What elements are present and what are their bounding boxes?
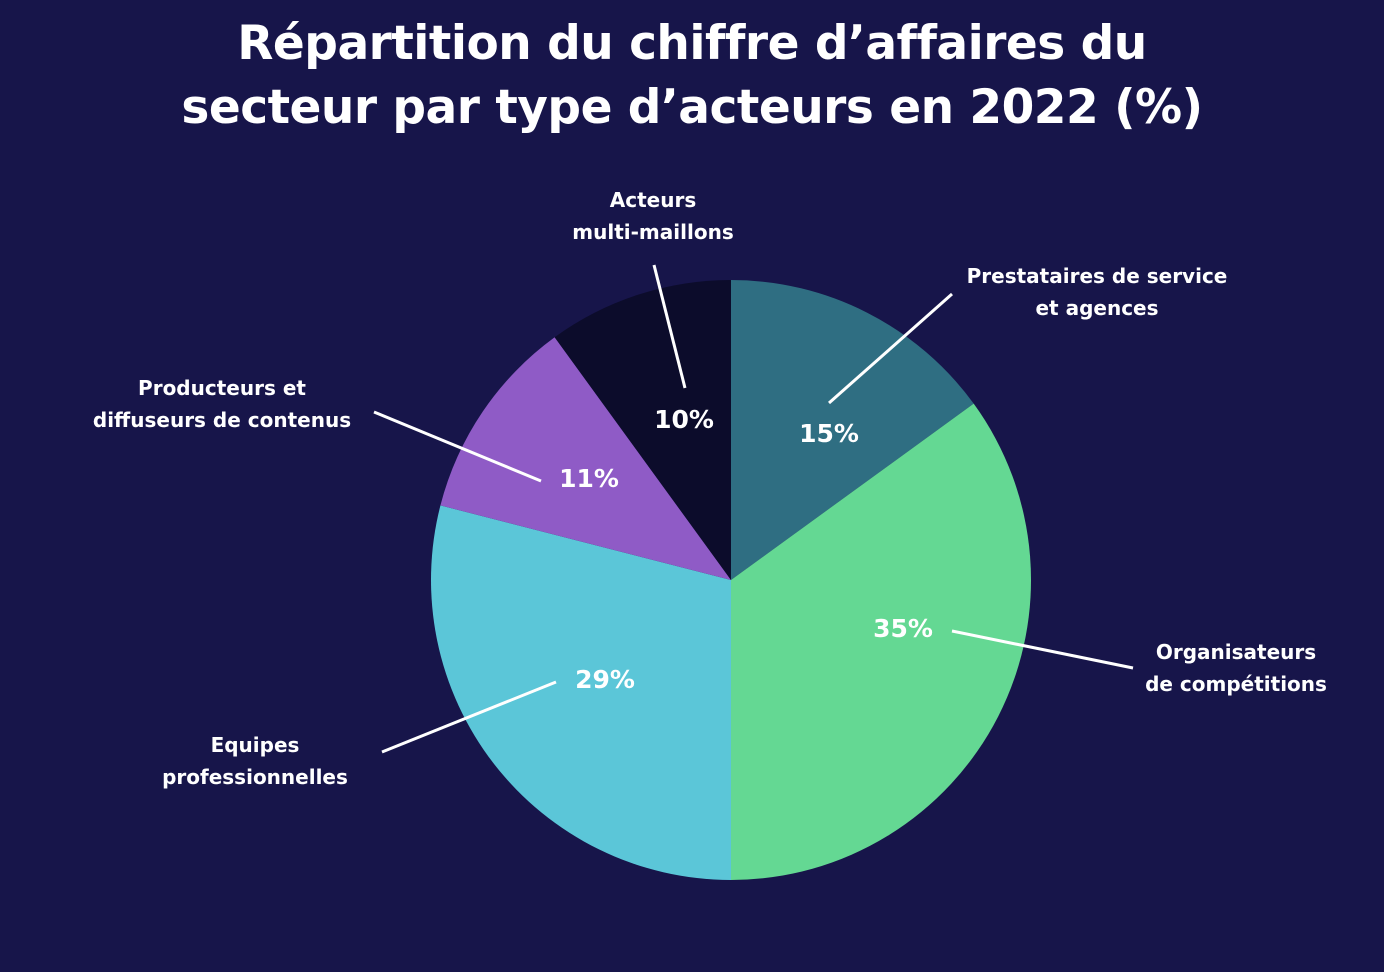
category-label-line: diffuseurs de contenus (93, 408, 351, 432)
leader-line-multi-maillons (652, 264, 687, 389)
category-label-line: de compétitions (1145, 672, 1327, 696)
category-label-organisateurs: Organisateurs de compétitions (1145, 640, 1327, 696)
chart-title: Répartition du chiffre d’affaires du sec… (0, 12, 1384, 140)
category-labels: Prestataires de service et agences Organis… (93, 188, 1327, 789)
leader-line-prestataires (828, 292, 953, 405)
category-label-line: Equipes (211, 733, 300, 757)
category-label-line: multi-maillons (572, 220, 733, 244)
leader-line-organisateurs (951, 629, 1134, 670)
category-label-prestataires: Prestataires de service et agences (967, 264, 1228, 320)
pie-slice-multi-maillons (554, 280, 731, 580)
category-label-line: Prestataires de service (967, 264, 1228, 288)
chart-title-line-1: Répartition du chiffre d’affaires du (237, 16, 1147, 71)
pie-slice-producteurs (440, 337, 731, 580)
leader-line-producteurs (373, 410, 542, 483)
pie-slice-organisateurs (731, 403, 1032, 880)
category-label-producteurs: Producteurs et diffuseurs de contenus (93, 376, 351, 432)
percent-label-producteurs: 11% (559, 464, 619, 493)
category-label-multi-maillons: Acteurs multi-maillons (572, 188, 733, 244)
percent-label-equipes: 29% (575, 665, 635, 694)
category-label-line: Acteurs (610, 188, 696, 212)
percent-label-prestataires: 15% (799, 419, 859, 448)
category-label-line: et agences (1035, 296, 1158, 320)
leader-lines (373, 264, 1134, 754)
percent-label-multi-maillons: 10% (654, 405, 714, 434)
pie-slice-equipes (431, 505, 731, 880)
category-label-line: Organisateurs (1156, 640, 1316, 664)
category-label-line: professionnelles (162, 765, 348, 789)
chart-title-line-2: secteur par type d’acteurs en 2022 (%) (181, 80, 1203, 135)
leader-line-equipes (381, 680, 557, 754)
category-label-equipes: Equipes professionnelles (162, 733, 348, 789)
pie-slice-prestataires (731, 280, 974, 580)
category-label-line: Producteurs et (138, 376, 306, 400)
percent-labels: 15% 35% 29% 11% 10% (559, 405, 933, 694)
percent-label-organisateurs: 35% (873, 614, 933, 643)
pie-slices (431, 280, 1032, 880)
